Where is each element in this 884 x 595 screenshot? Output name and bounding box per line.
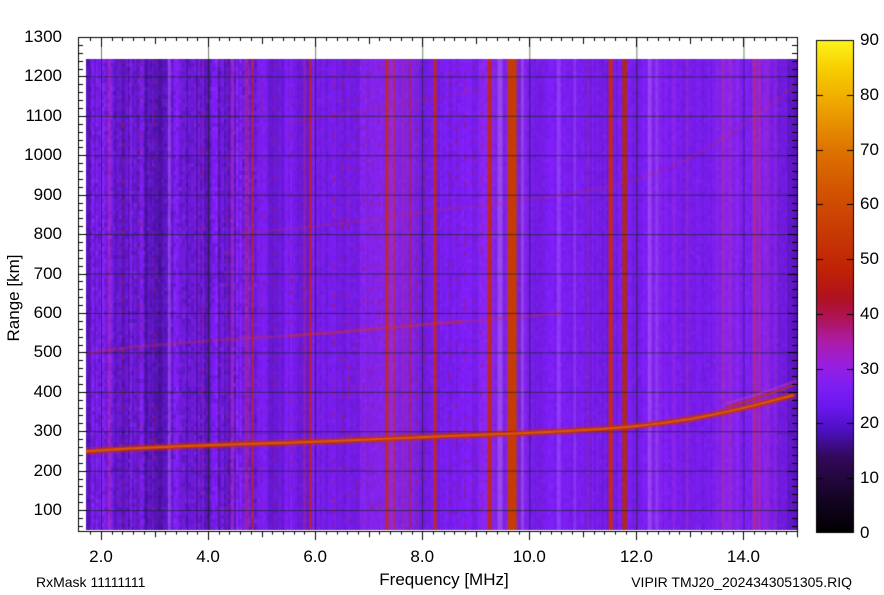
x-tick-label: 14.0 [726,547,760,566]
colorbar-tick-label: 90 [860,30,879,49]
colorbar-tick-label: 20 [860,413,879,433]
x-axis-label: Frequency [MHz] [379,570,509,589]
y-tick-label: 600 [33,302,62,322]
colorbar-tick-label: 60 [860,194,879,214]
colorbar-tick-label: 0 [860,523,870,542]
colorbar-tick-label: 40 [860,303,879,323]
y-tick-label: 300 [33,421,62,441]
y-tick-label: 100 [33,500,62,520]
y-tick-label: 400 [33,381,62,401]
x-tick-label: 2.0 [89,547,113,566]
x-tick-label: 10.0 [512,547,546,566]
x-tick-label: 6.0 [303,547,327,566]
colorbar-tick-label: 10 [860,468,879,488]
x-tick-label: 4.0 [196,547,220,566]
y-tick-label: 1200 [24,66,62,86]
x-tick-label: 12.0 [619,547,653,566]
colorbar-tick-label: 80 [860,84,879,104]
y-tick-label: 800 [33,224,62,244]
y-axis-label: Range [km] [4,254,23,342]
colorbar-tick-label: 50 [860,249,879,269]
data-file-annotation: VIPIR TMJ20_2024343051305.RIQ [631,574,852,590]
y-tick-label: 700 [33,263,62,283]
y-tick-label: 1300 [24,27,62,46]
y-tick-label: 200 [33,460,62,480]
y-tick-label: 1000 [24,145,62,165]
y-tick-label: 1100 [25,105,62,125]
y-tick-label: 500 [33,342,62,362]
y-tick-label: 900 [33,184,62,204]
colorbar-tick-label: 30 [860,358,879,378]
x-tick-label: 8.0 [410,547,435,566]
colorbar-tick-label: 70 [860,139,879,159]
rx-mask-annotation: RxMask 11111111 [36,574,146,590]
